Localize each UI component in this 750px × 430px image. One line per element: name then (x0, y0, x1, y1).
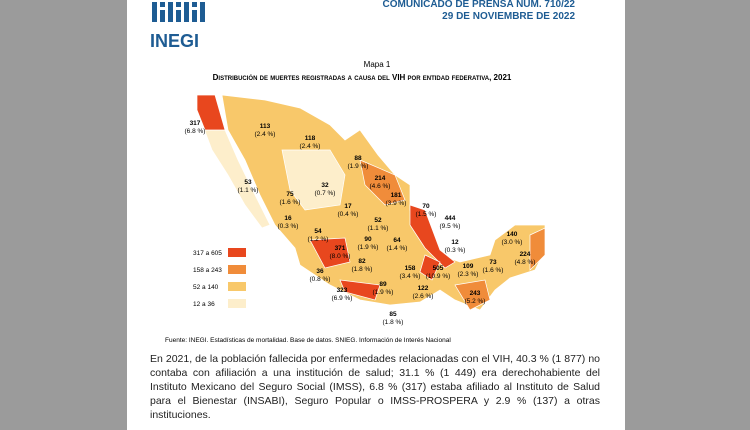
state-count: 122 (418, 285, 429, 292)
state-count: 64 (393, 237, 401, 244)
logo-text: INEGI (150, 31, 199, 51)
state-share: (1.1 %) (368, 225, 389, 232)
map-shapes (196, 94, 546, 311)
state-count: 243 (470, 290, 481, 297)
state-count: 158 (405, 265, 416, 272)
state-count: 73 (489, 259, 497, 266)
legend-swatch (228, 282, 246, 291)
map-label: Mapa 1 (364, 60, 391, 69)
state-share: (0.7 %) (315, 190, 336, 197)
legend-swatch (228, 248, 246, 257)
state-count: 90 (364, 236, 372, 243)
state-count: 444 (445, 215, 456, 222)
state-share: (1.8 %) (383, 319, 404, 326)
state-share: (2.3 %) (458, 271, 479, 278)
map-source: Fuente: INEGI. Estadísticas de mortalida… (165, 337, 451, 344)
state-count: 505 (433, 265, 444, 272)
state-count: 53 (244, 179, 252, 186)
state-share: (4.6 %) (370, 183, 391, 190)
state-count: 89 (379, 281, 387, 288)
state-share: (1.5 %) (416, 211, 437, 218)
state-share: (2.4 %) (300, 143, 321, 150)
state-count: 54 (314, 228, 322, 235)
state-share: (0.8 %) (310, 276, 331, 283)
body-paragraph: En 2021, de la población fallecida por e… (150, 353, 600, 421)
state-count: 113 (260, 123, 271, 130)
state-share: (2.6 %) (413, 293, 434, 300)
state-count: 224 (520, 251, 531, 258)
state-count: 12 (451, 239, 459, 246)
state-count: 17 (344, 203, 352, 210)
state-count: 214 (375, 175, 386, 182)
state-count: 323 (337, 287, 348, 294)
state-count: 317 (190, 120, 201, 127)
state-share: (6.9 %) (332, 295, 353, 302)
state-share: (1.8 %) (352, 266, 373, 273)
state-count: 118 (305, 135, 316, 142)
state-share: (4.8 %) (515, 259, 536, 266)
state-count: 70 (422, 203, 430, 210)
state-share: (1.2 %) (308, 236, 329, 243)
legend-swatch (228, 265, 246, 274)
state-labels: 317(6.8 %)113(2.4 %)118(2.4 %)88(1.9 %)2… (185, 120, 536, 326)
state-share: (8.0 %) (330, 253, 351, 260)
state-share: (1.9 %) (348, 163, 369, 170)
legend-label: 52 a 140 (193, 284, 219, 291)
map-title: Distribución de muertes registradas a ca… (213, 73, 512, 82)
state-share: (3.4 %) (400, 273, 421, 280)
state-count: 75 (286, 191, 294, 198)
state-share: (10.9 %) (426, 273, 451, 280)
state-share: (1.4 %) (387, 245, 408, 252)
state-share: (5.2 %) (465, 298, 486, 305)
state-count: 82 (358, 258, 366, 265)
state-count: 109 (463, 263, 474, 270)
state-count: 52 (374, 217, 382, 224)
legend-label: 12 a 36 (193, 301, 215, 308)
state-count: 140 (507, 231, 518, 238)
state-count: 371 (335, 245, 346, 252)
state-share: (2.4 %) (255, 131, 276, 138)
legend-label: 317 a 605 (193, 250, 222, 257)
state-share: (0.3 %) (278, 223, 299, 230)
release-number: COMUNICADO DE PRENSA NÚM. 710/22 (383, 0, 576, 10)
state-share: (1.6 %) (280, 199, 301, 206)
state-share: (1.9 %) (373, 289, 394, 296)
legend-swatch (228, 299, 246, 308)
state-count: 32 (321, 182, 329, 189)
legend-label: 158 a 243 (193, 267, 222, 274)
release-date: 29 DE NOVIEMBRE DE 2022 (442, 11, 575, 22)
legend: 317 a 605 158 a 243 52 a 140 12 a 36 (193, 248, 246, 308)
state-count: 88 (354, 155, 362, 162)
page-content: INEGI COMUNICADO DE PRENSA NÚM. 710/22 2… (150, 0, 576, 344)
state-share: (1.6 %) (483, 267, 504, 274)
state-count: 181 (391, 192, 402, 199)
state-count: 16 (284, 215, 292, 222)
state-share: (1.9 %) (358, 244, 379, 251)
state-count: 36 (316, 268, 324, 275)
state-share: (6.8 %) (185, 128, 206, 135)
state-count: 85 (389, 311, 397, 318)
state-share: (3.0 %) (502, 239, 523, 246)
logo-mark (152, 2, 205, 22)
state-share: (9.5 %) (440, 223, 461, 230)
state-share: (0.3 %) (445, 247, 466, 254)
state-share: (0.4 %) (338, 211, 359, 218)
state-share: (3.9 %) (386, 200, 407, 207)
state-share: (1.1 %) (238, 187, 259, 194)
